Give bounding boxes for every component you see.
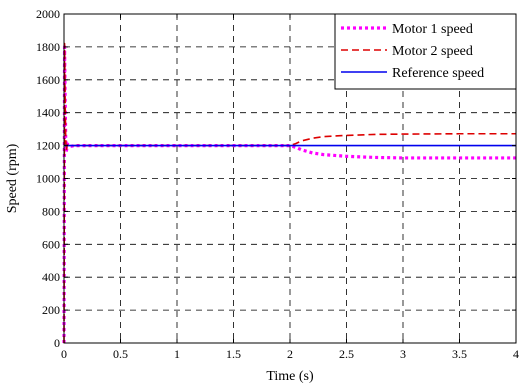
y-tick-label: 1400: [36, 106, 60, 120]
x-axis-title: Time (s): [266, 369, 314, 384]
x-tick-label: 3: [400, 347, 406, 361]
series-line-motor2: [63, 42, 516, 344]
x-tick-label: 4: [513, 347, 519, 361]
y-tick-label: 1200: [36, 139, 60, 153]
series-group: [62, 42, 516, 344]
y-tick-label: 600: [42, 237, 60, 251]
y-tick-label: 1000: [36, 172, 60, 186]
y-tick-label: 1800: [36, 40, 60, 54]
y-tick-label: 200: [42, 303, 60, 317]
legend: Motor 1 speed Motor 2 speed Reference sp…: [334, 13, 517, 90]
y-axis-title: Speed (rpm): [5, 143, 20, 213]
y-tick-label: 1600: [36, 73, 60, 87]
x-tick-label: 3.5: [452, 347, 467, 361]
legend-label-reference: Reference speed: [392, 66, 484, 81]
x-tick-label: 1: [174, 347, 180, 361]
legend-label-motor2: Motor 2 speed: [392, 44, 473, 59]
series-line-motor1: [62, 45, 516, 344]
y-tick-label: 0: [54, 336, 60, 350]
x-tick-label: 2: [287, 347, 293, 361]
legend-label-motor1: Motor 1 speed: [392, 22, 473, 37]
x-tick-label: 0.5: [113, 347, 128, 361]
x-tick-label: 2.5: [339, 347, 354, 361]
y-tick-label: 400: [42, 270, 60, 284]
tick-group: 0 0.5 1 1.5 2 2.5 3 3.5 4 0 200 400 600 800 1000 1200 14…: [36, 7, 519, 361]
x-tick-label: 1.5: [226, 347, 241, 361]
y-tick-label: 800: [42, 204, 60, 218]
y-tick-label: 2000: [36, 7, 60, 21]
x-tick-label: 0: [61, 347, 67, 361]
